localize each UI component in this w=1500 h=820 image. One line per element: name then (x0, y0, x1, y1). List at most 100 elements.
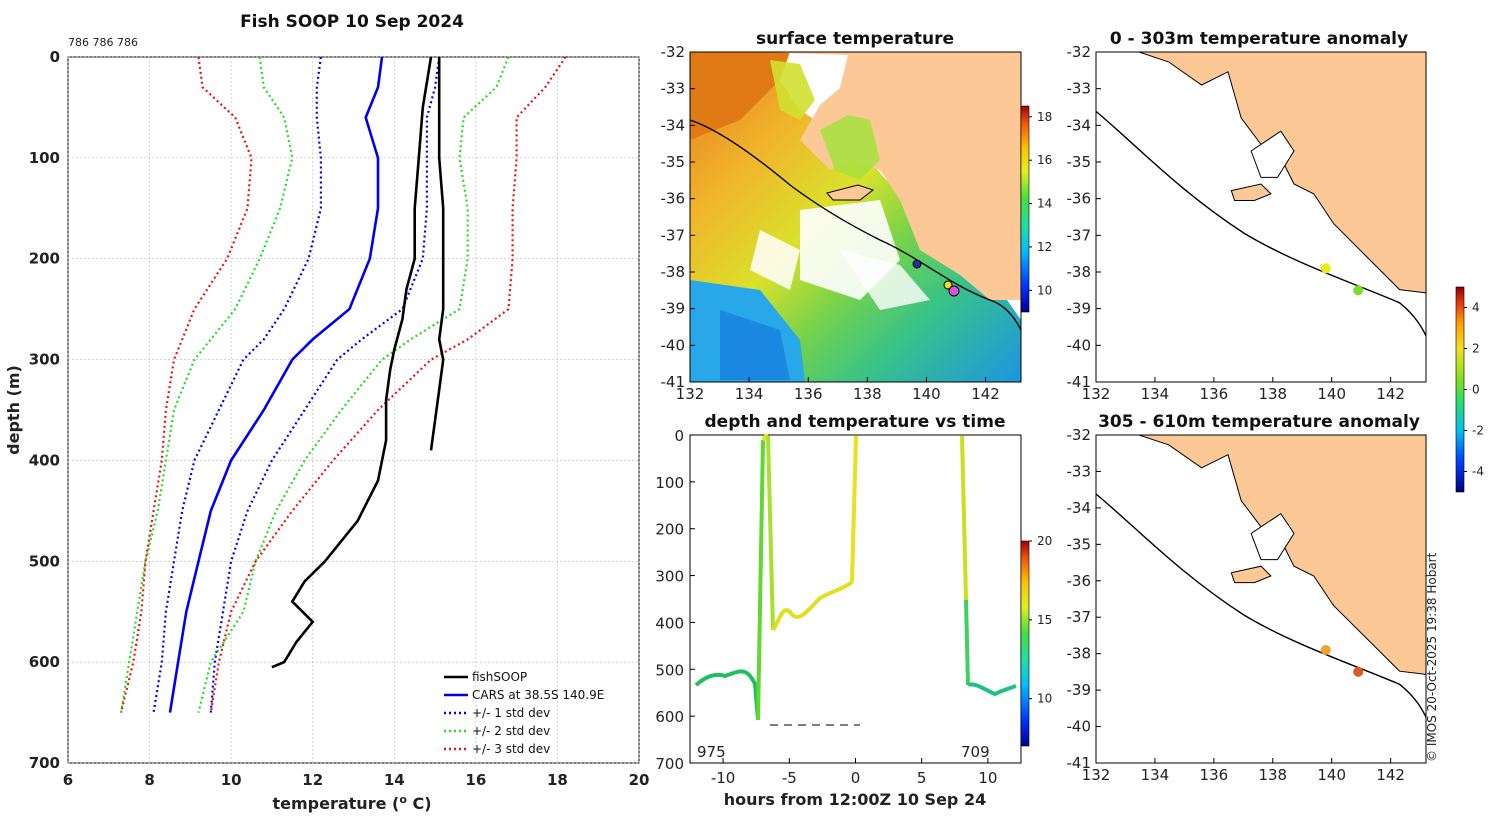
profile-corner-label: 786 786 786 (68, 36, 138, 49)
land-mass (1138, 435, 1426, 675)
anomaly-lower-y-ticks: -32 -33 -34 -35 -36 -37 -38 -39 -40 -41 (1067, 426, 1101, 772)
timeseries-colorbar-ticks: 10 15 20 (1029, 534, 1052, 706)
map-y-tick-label: -34 (661, 116, 686, 134)
colorbar-tick-label: 18 (1037, 110, 1052, 124)
timeseries-y-ticks: 0 100 200 300 400 500 600 700 (655, 427, 695, 773)
timeseries-y-tick-label: 400 (655, 614, 684, 632)
map-y-tick-label: -32 (1067, 426, 1092, 444)
profile-series-cars (168, 56, 384, 713)
legend-entry: +/- 1 std dev (472, 706, 550, 720)
map-y-tick-label: -39 (1067, 300, 1092, 318)
timeseries-right-label: 709 (961, 743, 990, 761)
timeseries-x-tick-label: 0 (851, 769, 861, 787)
map-y-tick-label: -36 (1067, 190, 1092, 208)
timeseries-x-tick-label: 5 (917, 769, 927, 787)
map-x-tick-label: 132 (676, 385, 705, 403)
profile-series--3-std (209, 56, 567, 713)
colorbar-tick-label: 2 (1472, 342, 1480, 356)
timeseries-y-tick-label: 500 (655, 661, 684, 679)
map-y-tick-label: -40 (1067, 718, 1092, 736)
map-x-tick-label: 136 (794, 385, 823, 403)
colorbar-tick-label: 15 (1037, 613, 1052, 627)
profile-y-tick-label: 0 (50, 48, 60, 66)
footer-credit: © IMOS 20-Oct-2025 19:38 Hobart (1425, 552, 1439, 762)
sst-map-field (690, 52, 1021, 382)
map-field (1096, 435, 1426, 763)
land-mass (1138, 52, 1426, 294)
map-y-tick-label: -32 (1067, 43, 1092, 61)
legend-entry: +/- 3 std dev (472, 742, 550, 756)
anomaly-point (1320, 645, 1331, 655)
anomaly-point (1353, 285, 1364, 296)
colorbar-tick-label: 12 (1037, 240, 1052, 254)
profile-series-fishsoop-2 (429, 57, 445, 451)
map-x-tick-label: 142 (971, 385, 1000, 403)
map-frame (1095, 434, 1427, 764)
map-y-tick-label: -35 (1067, 153, 1092, 171)
timeseries-title: depth and temperature vs time (705, 412, 1006, 432)
map-y-tick-label: -36 (661, 190, 686, 208)
map-x-tick-label: 132 (1082, 385, 1111, 403)
map-y-tick-label: -40 (661, 336, 686, 354)
profile-y-tick-label: 100 (29, 149, 60, 167)
anomaly-lower-x-ticks: 132 134 136 138 140 142 (1082, 758, 1405, 784)
sst-map-panel: surface temperature 132 134 136 138 140 142 -… (661, 29, 1053, 403)
profile-y-tick-label: 200 (29, 250, 60, 268)
timeseries-x-tick-label: 10 (978, 769, 997, 787)
timeseries-y-tick-label: 300 (655, 568, 684, 586)
sst-colorbar-ticks: 10 12 14 16 18 (1029, 110, 1052, 297)
colorbar-tick-label: -4 (1472, 465, 1484, 479)
profile-x-tick-label: 18 (547, 771, 568, 789)
profile-series--3-std (119, 56, 253, 713)
anomaly-upper-map (1095, 51, 1427, 383)
profile-y-tick-label: 500 (29, 552, 60, 570)
sst-colorbar (1020, 105, 1030, 313)
map-x-tick-label: 134 (1141, 385, 1170, 403)
map-x-tick-label: 132 (1082, 766, 1111, 784)
map-y-tick-label: -41 (1067, 373, 1092, 391)
profile-y-tick-label: 300 (29, 351, 60, 369)
sst-map-y-ticks: -32 -33 -34 -35 -36 -37 -38 -39 -40 -41 (661, 43, 695, 391)
map-y-tick-label: -35 (1067, 535, 1092, 553)
profile-y-tick-label: 600 (29, 653, 60, 671)
timeseries-x-axis-label: hours from 12:00Z 10 Sep 24 (724, 790, 986, 809)
profile-x-tick-label: 14 (384, 771, 405, 789)
timeseries-colorbar (1020, 540, 1030, 747)
shelf-break-contour (1096, 110, 1426, 337)
profile-y-axis-label: depth (m) (4, 365, 23, 455)
profile-x-tick-label: 6 (63, 771, 73, 789)
profile-gridlines (67, 56, 640, 764)
profile-series-fishsoop (271, 56, 433, 669)
map-x-tick-label: 140 (912, 385, 941, 403)
colorbar-tick-label: 10 (1037, 283, 1052, 297)
profile-legend: fishSOOP CARS at 38.5S 140.9E +/- 1 std de… (444, 670, 604, 756)
colorbar-tick-label: -2 (1472, 424, 1484, 438)
profile-axes-frame (67, 56, 640, 764)
map-y-tick-label: -37 (661, 226, 686, 244)
colorbar-tick-label: 14 (1037, 197, 1052, 211)
sst-map-x-ticks: 132 134 136 138 140 142 (676, 377, 1000, 403)
anomaly-lower-panel: 305 - 610m temperature anomaly 132 134 136… (1067, 286, 1484, 784)
timeseries-panel: depth and temperature vs time -10 -5 0 5 10 … (655, 412, 1052, 809)
map-y-tick-label: -37 (1067, 608, 1092, 626)
gulf-water (1250, 130, 1295, 178)
colorbar-tick-label: 0 (1472, 383, 1480, 397)
profile-x-tick-label: 8 (144, 771, 154, 789)
map-x-tick-label: 136 (1200, 385, 1229, 403)
map-y-tick-label: -33 (1067, 80, 1092, 98)
map-y-tick-label: -38 (1067, 645, 1092, 663)
timeseries-x-ticks: -10 -5 0 5 10 (711, 758, 997, 787)
map-y-tick-label: -36 (1067, 572, 1092, 590)
profile-x-tick-label: 20 (629, 771, 650, 789)
profile-series--2-std (197, 56, 510, 713)
timeseries-left-label: 975 (697, 743, 726, 761)
colorbar-tick-label: 20 (1037, 534, 1052, 548)
map-x-tick-label: 136 (1200, 766, 1229, 784)
map-x-tick-label: 142 (1376, 385, 1405, 403)
map-y-tick-label: -33 (661, 80, 686, 98)
anomaly-upper-panel: 0 - 303m temperature anomaly 132 134 136 13… (1067, 29, 1427, 403)
anomaly-point (1353, 666, 1364, 677)
profile-x-tick-label: 16 (465, 771, 486, 789)
profile-title: Fish SOOP 10 Sep 2024 (240, 12, 464, 32)
anomaly-colorbar-ticks: -4 -2 0 2 4 (1464, 301, 1484, 479)
